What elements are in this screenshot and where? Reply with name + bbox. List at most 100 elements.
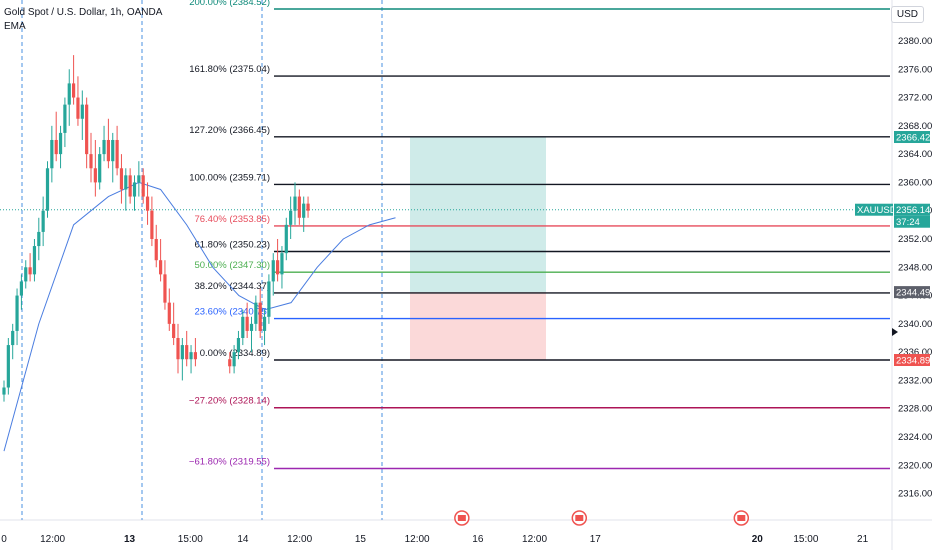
price-tag-bg[interactable]: [894, 354, 930, 366]
candle-body: [258, 302, 262, 331]
candle-body: [154, 238, 158, 261]
fib-level-label: 200.00% (2384.52): [189, 0, 270, 8]
candle-body: [67, 83, 71, 105]
long-position-profit-zone[interactable]: [410, 137, 546, 293]
price-tick-label: 2316.00: [898, 489, 932, 500]
candle-body: [98, 154, 102, 183]
candle-body: [280, 253, 284, 275]
fib-level-label: 38.20% (2344.37): [194, 281, 270, 292]
fib-level-label: 100.00% (2359.71): [189, 172, 270, 183]
price-tag-bg[interactable]: [894, 203, 930, 216]
candle-body: [185, 345, 189, 360]
time-tick-label: 12:00: [405, 534, 430, 545]
candle-body: [6, 345, 10, 388]
fib-level-label: 61.80% (2350.23): [194, 240, 270, 251]
price-tag-bg[interactable]: [894, 215, 930, 228]
candle-body: [189, 352, 193, 360]
candle-body: [2, 387, 6, 395]
candle-body: [41, 210, 45, 232]
candle-body: [58, 132, 63, 155]
candle-body: [271, 260, 275, 282]
price-tag-bg[interactable]: [894, 131, 930, 144]
candle-body: [293, 196, 297, 211]
time-tick-label: 12:00: [40, 534, 65, 545]
candle-body: [241, 316, 245, 339]
candle-body: [24, 267, 28, 282]
price-tick-label: 2340.00: [898, 319, 932, 330]
candle-body: [159, 260, 163, 275]
candle-body: [50, 139, 54, 169]
time-tick-label: 17: [590, 534, 602, 545]
time-tick-label: 15:00: [793, 534, 818, 545]
event-flag-icon: [457, 515, 466, 521]
candle-body: [89, 154, 93, 169]
candle-body: [111, 139, 115, 162]
fib-level-label: 76.40% (2353.85): [194, 214, 270, 225]
price-tag-bg[interactable]: [894, 286, 930, 299]
candle-body: [289, 210, 293, 225]
fib-level-label: 23.60% (2340.75): [194, 307, 270, 318]
candle-body: [236, 338, 241, 353]
time-tick-label: 12:00: [522, 534, 547, 545]
candle-body: [141, 175, 145, 197]
currency-button[interactable]: USD: [890, 6, 924, 23]
candle-body: [63, 104, 67, 133]
time-tick-label: 12:00: [287, 534, 312, 545]
candle-body: [11, 330, 15, 346]
price-tick-label: 2364.00: [898, 149, 932, 160]
scroll-marker-icon[interactable]: [892, 328, 898, 336]
price-tag-label: 2334.89: [896, 356, 930, 367]
price-tag-label: XAUUSD: [857, 205, 897, 216]
candle-body: [132, 182, 137, 197]
candle-body: [80, 104, 84, 119]
candle-body: [137, 175, 141, 183]
candle-body: [172, 323, 176, 339]
long-position-loss-zone[interactable]: [410, 292, 546, 360]
candle-body: [54, 139, 58, 155]
time-tick-label: 0: [1, 534, 7, 545]
time-tick-label: 21: [857, 534, 869, 545]
indicator-ema-label[interactable]: EMA: [4, 21, 26, 32]
candle-body: [15, 295, 19, 331]
candle-body: [276, 260, 280, 275]
candle-body: [37, 231, 41, 247]
candle-body: [193, 352, 197, 360]
candle-body: [145, 196, 150, 211]
time-tick-label: 20: [752, 534, 764, 545]
price-tick-label: 2372.00: [898, 93, 932, 104]
candle-body: [228, 359, 232, 367]
candle-body: [284, 224, 288, 254]
price-tick-label: 2320.00: [898, 460, 932, 471]
candle-body: [76, 97, 80, 119]
price-tag-label: 2366.42: [896, 133, 930, 144]
candle-body: [267, 281, 271, 317]
candle-body: [249, 323, 254, 331]
fib-level-label: 161.80% (2375.04): [189, 64, 270, 75]
candle-body: [254, 302, 258, 324]
price-tag-label: 2344.49: [896, 288, 930, 299]
price-tick-label: 2328.00: [898, 404, 932, 415]
candle-body: [306, 203, 310, 211]
price-tag-label: 2356.14: [896, 205, 930, 216]
time-tick-label: 16: [472, 534, 484, 545]
chart-legend: Gold Spot / U.S. Dollar, 1h, OANDA EMA: [4, 6, 162, 34]
candle-body: [45, 168, 50, 211]
time-tick-label: 14: [237, 534, 249, 545]
candle-body: [115, 139, 119, 169]
time-tick-label: 13: [124, 534, 136, 545]
candle-body: [72, 83, 76, 98]
candle-body: [93, 168, 97, 183]
fib-level-label: −61.80% (2319.55): [189, 456, 270, 467]
candle-body: [85, 104, 89, 155]
price-tick-label: 2348.00: [898, 262, 932, 273]
symbol-title: Gold Spot / U.S. Dollar, 1h, OANDA: [4, 7, 163, 18]
candle-body: [163, 274, 167, 303]
price-tick-label: 2352.00: [898, 234, 932, 245]
price-tag-bg[interactable]: [855, 203, 893, 216]
candle-body: [167, 302, 171, 324]
candle-body: [180, 345, 184, 360]
price-tick-label: 2368.00: [898, 121, 932, 132]
time-tick-label: 15:00: [178, 534, 203, 545]
